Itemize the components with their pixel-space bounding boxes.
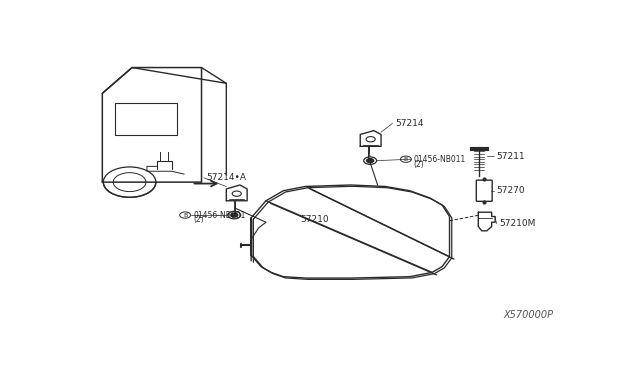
Text: (2): (2) [414, 160, 424, 169]
Text: 01456-NB001: 01456-NB001 [193, 211, 246, 219]
Circle shape [367, 158, 374, 163]
Text: 57270: 57270 [497, 186, 525, 195]
Text: 57210: 57210 [301, 215, 330, 224]
Text: 01456-NB011: 01456-NB011 [414, 155, 466, 164]
Text: 57211: 57211 [497, 152, 525, 161]
Text: X570000P: X570000P [504, 310, 554, 320]
Text: (2): (2) [193, 215, 204, 224]
Text: 57210M: 57210M [499, 219, 536, 228]
Text: B: B [404, 157, 408, 162]
Text: 57214•A: 57214•A [207, 173, 246, 182]
Circle shape [231, 213, 237, 217]
Text: 57214: 57214 [395, 119, 424, 128]
Text: B: B [183, 212, 188, 218]
